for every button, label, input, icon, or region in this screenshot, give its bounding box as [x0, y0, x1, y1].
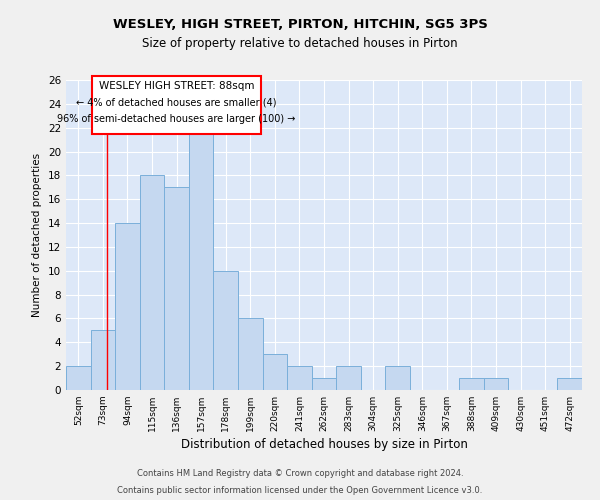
Bar	[164, 188, 189, 390]
Bar	[287, 366, 312, 390]
Text: ← 4% of detached houses are smaller (4): ← 4% of detached houses are smaller (4)	[76, 98, 277, 108]
Bar	[263, 354, 287, 390]
Bar	[484, 378, 508, 390]
Bar	[385, 366, 410, 390]
Bar	[459, 378, 484, 390]
Bar	[557, 378, 582, 390]
Bar	[336, 366, 361, 390]
Bar	[140, 176, 164, 390]
Text: 96% of semi-detached houses are larger (100) →: 96% of semi-detached houses are larger (…	[58, 114, 296, 124]
Text: WESLEY, HIGH STREET, PIRTON, HITCHIN, SG5 3PS: WESLEY, HIGH STREET, PIRTON, HITCHIN, SG…	[113, 18, 487, 30]
Text: Size of property relative to detached houses in Pirton: Size of property relative to detached ho…	[142, 38, 458, 51]
Text: Contains HM Land Registry data © Crown copyright and database right 2024.: Contains HM Land Registry data © Crown c…	[137, 468, 463, 477]
Text: WESLEY HIGH STREET: 88sqm: WESLEY HIGH STREET: 88sqm	[99, 81, 254, 91]
Bar	[238, 318, 263, 390]
Bar	[92, 76, 262, 134]
Bar	[189, 92, 214, 390]
Bar	[91, 330, 115, 390]
Y-axis label: Number of detached properties: Number of detached properties	[32, 153, 43, 317]
Bar	[312, 378, 336, 390]
X-axis label: Distribution of detached houses by size in Pirton: Distribution of detached houses by size …	[181, 438, 467, 451]
Bar	[214, 271, 238, 390]
Bar	[66, 366, 91, 390]
Text: Contains public sector information licensed under the Open Government Licence v3: Contains public sector information licen…	[118, 486, 482, 495]
Bar	[115, 223, 140, 390]
